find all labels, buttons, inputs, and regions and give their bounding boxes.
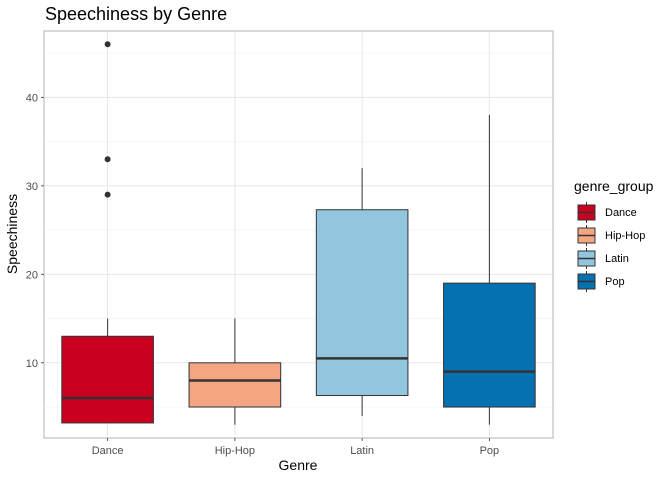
y-tick-label: 40 <box>26 92 38 104</box>
legend-label: Dance <box>605 207 637 219</box>
legend-label: Pop <box>605 276 625 288</box>
plot-panel <box>43 30 554 439</box>
x-tick-label: Latin <box>350 445 374 457</box>
box-dance <box>61 41 154 424</box>
box-pop <box>443 115 536 425</box>
x-axis-title: Genre <box>279 457 318 473</box>
legend-item-hip-hop: Hip-Hop <box>577 225 645 246</box>
x-tick-label: Hip-Hop <box>215 445 255 457</box>
x-tick-label: Dance <box>92 445 124 457</box>
box-body <box>443 282 536 408</box>
legend-items: Dance Hip-Hop Latin Pop <box>577 202 645 292</box>
box-latin <box>315 168 409 416</box>
y-tick-label: 30 <box>26 181 38 193</box>
outlier-point <box>104 156 111 163</box>
box-body <box>315 209 409 397</box>
box-hip-hop <box>188 318 282 425</box>
chart-title: Speechiness by Genre <box>45 4 227 24</box>
legend-title: genre_group <box>574 178 654 194</box>
y-axis: 10 20 30 40 <box>26 92 44 370</box>
outlier-point <box>104 191 111 198</box>
y-tick-label: 20 <box>26 269 38 281</box>
box-body <box>61 335 154 424</box>
legend-label: Hip-Hop <box>605 230 645 242</box>
legend-item-pop: Pop <box>577 271 625 292</box>
legend-label: Latin <box>605 253 629 265</box>
outlier-point <box>104 41 111 48</box>
x-tick-label: Pop <box>480 445 500 457</box>
legend: genre_group Dance Hip-Hop Latin Pop <box>574 178 654 292</box>
legend-item-latin: Latin <box>577 248 629 269</box>
boxes <box>61 41 536 425</box>
y-axis-title: Speechiness <box>4 194 20 274</box>
y-tick-label: 10 <box>26 358 38 370</box>
legend-item-dance: Dance <box>577 202 637 223</box>
x-axis: Dance Hip-Hop Latin Pop <box>92 438 499 457</box>
box-body <box>188 362 282 408</box>
